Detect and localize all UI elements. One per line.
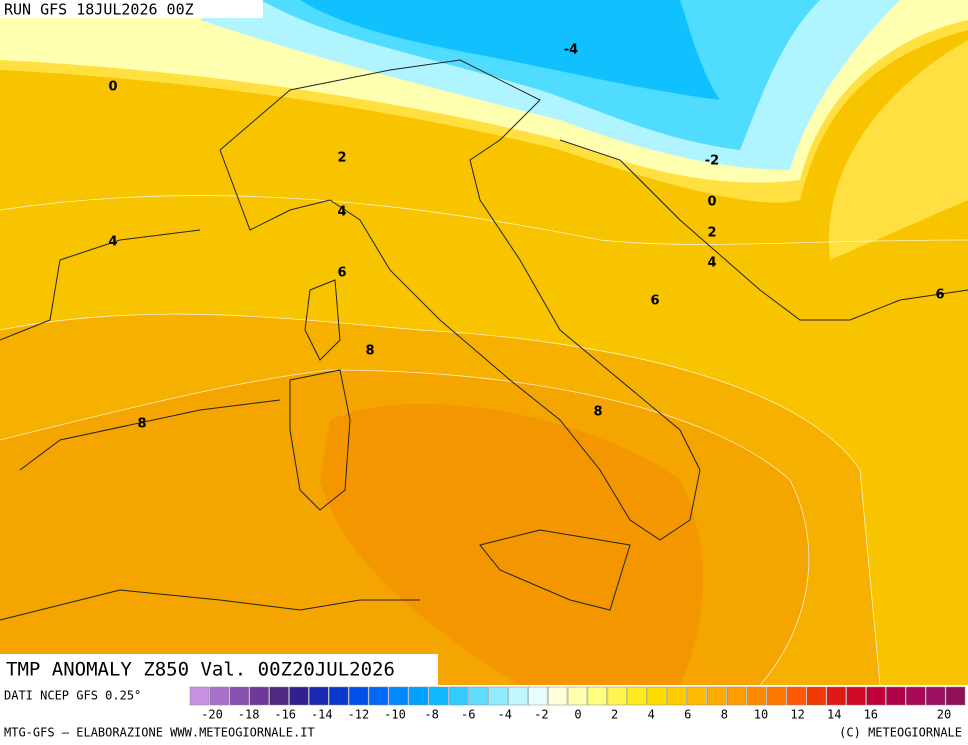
colorbar-swatch [806,686,826,706]
colorbar-swatch [667,686,687,706]
colorbar-swatch [567,686,588,706]
contour-label: -4 [564,43,578,58]
colorbar-swatch [886,686,906,706]
colorbar-tick-label: 2 [611,708,618,722]
colorbar-tick-label: -10 [384,708,406,722]
contour-labels: -4 0 -2 0 2 2 4 4 4 6 6 6 8 8 8 [108,43,944,432]
colorbar-swatch [488,686,508,706]
title-box [0,654,438,685]
coastlines [0,59,968,621]
colorbar-swatch [945,686,966,706]
colorbar-tick-label: -12 [348,708,370,722]
colorbar-swatch [607,686,627,706]
colorbar-swatch [925,686,946,706]
footer-left: MTG-GFS — ELABORAZIONE WWW.METEOGIORNALE… [4,726,315,740]
colorbar-tick-label: 6 [684,708,691,722]
zone-neg4 [300,0,720,100]
contour-label: 0 [108,80,117,95]
colorbar-tick-label: -16 [274,708,296,722]
colorbar-swatch [428,686,448,706]
colorbar-swatch [846,686,866,706]
colorbar-swatch [746,686,767,706]
colorbar-swatch [368,686,389,706]
colorbar-tick-label: -8 [424,708,438,722]
colorbar-swatch [786,686,807,706]
colorbar-swatch [309,686,329,706]
colorbar-tick-label: 4 [648,708,655,722]
colorbar-swatch [329,686,349,706]
map-title: TMP ANOMALY Z850 Val. 00Z20JUL2026 [6,659,395,681]
contour-label: 0 [707,195,716,210]
colorbar-swatch [587,686,608,706]
colorbar-swatch [906,686,926,706]
contour-label: 8 [593,405,602,420]
colorbar-tick-label: -14 [311,708,333,722]
colorbar-swatch [766,686,787,706]
colorbar-tick-label: -4 [498,708,512,722]
colorbar-swatch [468,686,488,706]
colorbar-tick-label: 16 [864,708,878,722]
colorbar-swatch [388,686,409,706]
colorbar-swatch [547,686,568,706]
colorbar-swatch [687,686,707,706]
colorbar-swatch [408,686,429,706]
colorbar-swatch [866,686,886,706]
contour-label: 8 [137,417,146,432]
colorbar-swatch [528,686,548,706]
colorbar-swatch [269,686,289,706]
colorbar-swatch [348,686,369,706]
colorbar-swatch [448,686,468,706]
colorbar-tick-label: -20 [201,708,223,722]
header-box [0,0,263,18]
colorbar-swatch [289,686,309,706]
contour-label: -2 [705,154,719,169]
colorbar-tick-label: 14 [827,708,841,722]
source-label: DATI NCEP GFS 0.25° [4,689,141,703]
contour-label: 8 [365,344,374,359]
colorbar-tick-label: 8 [721,708,728,722]
colorbar-swatch [249,686,269,706]
colorbar-tick-label: -18 [238,708,260,722]
colorbar-swatch [647,686,667,706]
colorbar-swatch [189,686,210,706]
contour-label: 2 [337,151,346,166]
zone-10 [320,403,704,685]
contour-label: 4 [108,235,117,250]
colorbar-tick-label: -6 [461,708,475,722]
colorbar-swatch [627,686,647,706]
colorbar-swatch [229,686,249,706]
colorbar-tick-label: 12 [790,708,804,722]
colorbar-swatch [707,686,727,706]
colorbar-swatch [508,686,528,706]
colorbar-swatch [826,686,846,706]
contour-label: 2 [707,226,716,241]
colorbar-swatch [726,686,747,706]
contour-label: 6 [935,288,944,303]
colorbar: -20 -18 -16 -14 -12 -10 -8 -6 -4 -2 0 2 4 6 8 10 12 14 16 2… [189,686,966,722]
contour-label: 4 [337,205,346,220]
colorbar-tick-label: 10 [754,708,768,722]
contour-label: 6 [337,266,346,281]
colorbar-tick-label: 20 [937,708,951,722]
colorbar-tick-label: 0 [574,708,581,722]
contour-lines [0,195,968,686]
contour-label: 6 [650,294,659,309]
colorbar-swatch [209,686,230,706]
colorbar-tick-label: -2 [534,708,548,722]
footer-right: (C) METEOGIORNALE [839,726,962,740]
run-label: RUN GFS 18JUL2026 00Z [4,1,194,19]
contour-label: 4 [707,256,716,271]
